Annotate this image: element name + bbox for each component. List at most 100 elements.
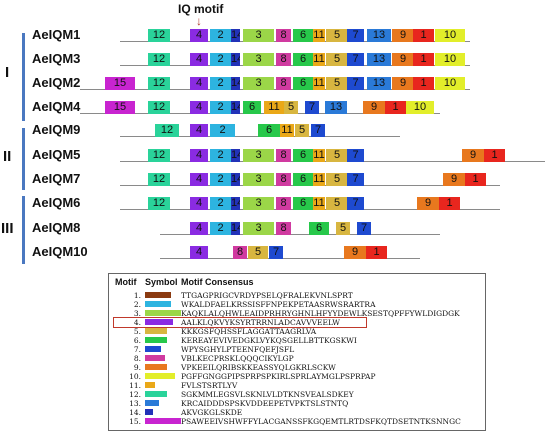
legend-motif-consensus: AKVGKGLSKDE — [181, 408, 243, 417]
motif-7-box: 7 — [357, 222, 371, 235]
motif-1-box: 1 — [385, 101, 406, 114]
legend-motif-number: 3. — [133, 309, 141, 318]
legend-row: 14. AKVGKGLSKDE — [109, 408, 485, 417]
legend-motif-number: 15. — [129, 417, 141, 426]
legend-motif-number: 12. — [129, 390, 141, 399]
motif-14-box: 14 — [231, 222, 240, 235]
group-bar-2 — [22, 128, 25, 190]
motif-9-box: 9 — [443, 173, 465, 186]
group-label-2: II — [3, 148, 12, 165]
motif-4-box: 4 — [190, 101, 208, 114]
legend-motif-consensus: PSAWEEIVSHWFFYLACGANSSFKGQEMTLRTDSFKQTDS… — [181, 417, 461, 426]
gene-label: AeIQM7 — [32, 171, 81, 186]
motif-7-box: 7 — [347, 149, 364, 162]
gene-baseline — [160, 258, 420, 259]
group-bar-3 — [22, 196, 25, 264]
motif-12-box: 12 — [148, 197, 170, 210]
motif-4-box: 4 — [190, 149, 208, 162]
motif-9-box: 9 — [392, 29, 414, 42]
motif-7-box: 7 — [347, 53, 364, 66]
motif-2-box: 2 — [210, 197, 231, 210]
gene-label: AeIQM4 — [32, 99, 81, 114]
legend-motif-consensus: SGKMMLEGSVLSKNLVLDTKNSVEALSDKEY — [181, 390, 354, 399]
legend-highlight-box — [113, 317, 367, 328]
legend-header-motif: Motif — [115, 277, 137, 287]
legend-motif-consensus: KEREAYEVIVEDGKLVYKQSGELLBTTKGSKWI — [181, 336, 357, 345]
motif-13-box: 13 — [367, 77, 391, 90]
legend-motif-symbol — [145, 292, 171, 298]
motif-14-box: 14 — [231, 77, 240, 90]
legend-motif-number: 10. — [129, 372, 141, 381]
motif-10-box: 10 — [406, 101, 434, 114]
legend-motif-symbol — [145, 409, 153, 415]
motif-4-box: 4 — [190, 53, 208, 66]
motif-15-box: 15 — [105, 101, 135, 114]
motif-7-box: 7 — [347, 29, 364, 42]
motif-12-box: 12 — [148, 29, 170, 42]
gene-label: AeIQM9 — [32, 122, 81, 137]
motif-4-box: 4 — [190, 124, 208, 137]
motif-4-box: 4 — [190, 77, 208, 90]
legend-motif-symbol — [145, 337, 167, 343]
motif-7-box: 7 — [305, 101, 319, 114]
motif-7-box: 7 — [347, 197, 364, 210]
legend-motif-consensus: FVLSTSRTLYV — [181, 381, 238, 390]
motif-11-box: 11 — [313, 173, 325, 186]
motif-9-box: 9 — [417, 197, 439, 210]
legend-motif-number: 1. — [133, 291, 141, 300]
motif-5-box: 5 — [326, 77, 348, 90]
legend-row: 4. AALKLQKVYKSYRTRRNLADCAVVVEELW — [109, 318, 485, 327]
motif-11-box: 11 — [264, 101, 284, 114]
motif-14-box: 14 — [231, 53, 240, 66]
legend-motif-consensus: WKALDFAELKRSSISFFNPEKPETAASRWSRARTRA — [181, 300, 376, 309]
motif-9-box: 9 — [392, 53, 414, 66]
motif-12-box: 12 — [148, 77, 170, 90]
motif-12-box: 12 — [148, 101, 170, 114]
legend-row: 1. TTGAGPRIGCVRDYPSELQFRALEKVNLSPRT — [109, 291, 485, 300]
legend-row: 10. PGFFGNGGPIPSPRPSPKIRLSPRLAYMGLPSPRPAP — [109, 372, 485, 381]
motif-5-box: 5 — [326, 197, 348, 210]
legend-motif-number: 2. — [133, 300, 141, 309]
legend-motif-consensus: KKKGSFQHSSFLAGGATTAAGRLVA — [181, 327, 317, 336]
legend-motif-symbol — [145, 418, 181, 424]
legend-row: 6. KEREAYEVIVEDGKLVYKQSGELLBTTKGSKWI — [109, 336, 485, 345]
motif-4-box: 4 — [190, 197, 208, 210]
legend-motif-consensus: KRCAIDDDSPSKVDDEEPETVPKTSLSTNTQ — [181, 399, 349, 408]
motif-3-box: 3 — [243, 77, 274, 90]
motif-5-box: 5 — [284, 101, 298, 114]
motif-4-box: 4 — [190, 29, 208, 42]
legend-motif-consensus: KAQKLALQHWLEAIDPRHRYGHNLHFYYDEWLKSESTQPF… — [181, 309, 460, 318]
motif-6-box: 6 — [293, 197, 313, 210]
legend-row: 9. VPKEEILQRIBSKKEASSYQLGKRLSCKW — [109, 363, 485, 372]
legend-motif-number: 9. — [133, 363, 141, 372]
motif-legend: Motif Symbol Motif Consensus 1. TTGAGPRIG… — [108, 273, 486, 431]
motif-1-box: 1 — [413, 53, 434, 66]
motif-8-box: 8 — [276, 29, 291, 42]
legend-motif-number: 13. — [129, 399, 141, 408]
motif-3-box: 3 — [243, 222, 274, 235]
motif-15-box: 15 — [105, 77, 135, 90]
motif-12-box: 12 — [155, 124, 179, 137]
gene-label: AeIQM10 — [32, 244, 88, 259]
motif-14-box: 14 — [231, 29, 240, 42]
gene-label: AeIQM6 — [32, 195, 81, 210]
legend-row: 2. WKALDFAELKRSSISFFNPEKPETAASRWSRARTRA — [109, 300, 485, 309]
motif-13-box: 13 — [325, 101, 347, 114]
gene-label: AeIQM2 — [32, 75, 81, 90]
motif-1-box: 1 — [484, 149, 505, 162]
motif-4-box: 4 — [190, 222, 208, 235]
legend-row: 13. KRCAIDDDSPSKVDDEEPETVPKTSLSTNTQ — [109, 399, 485, 408]
motif-14-box: 14 — [231, 173, 240, 186]
legend-motif-symbol — [145, 346, 161, 352]
motif-8-box: 8 — [276, 173, 291, 186]
legend-motif-symbol — [145, 373, 175, 379]
legend-motif-symbol — [145, 364, 167, 370]
legend-motif-consensus: PGFFGNGGPIPSPRPSPKIRLSPRLAYMGLPSPRPAP — [181, 372, 376, 381]
motif-2-box: 2 — [210, 149, 231, 162]
motif-1-box: 1 — [413, 29, 434, 42]
motif-8-box: 8 — [276, 149, 291, 162]
legend-motif-symbol — [145, 391, 167, 397]
motif-9-box: 9 — [344, 246, 366, 259]
motif-2-box: 2 — [210, 53, 231, 66]
motif-11-box: 11 — [313, 29, 325, 42]
